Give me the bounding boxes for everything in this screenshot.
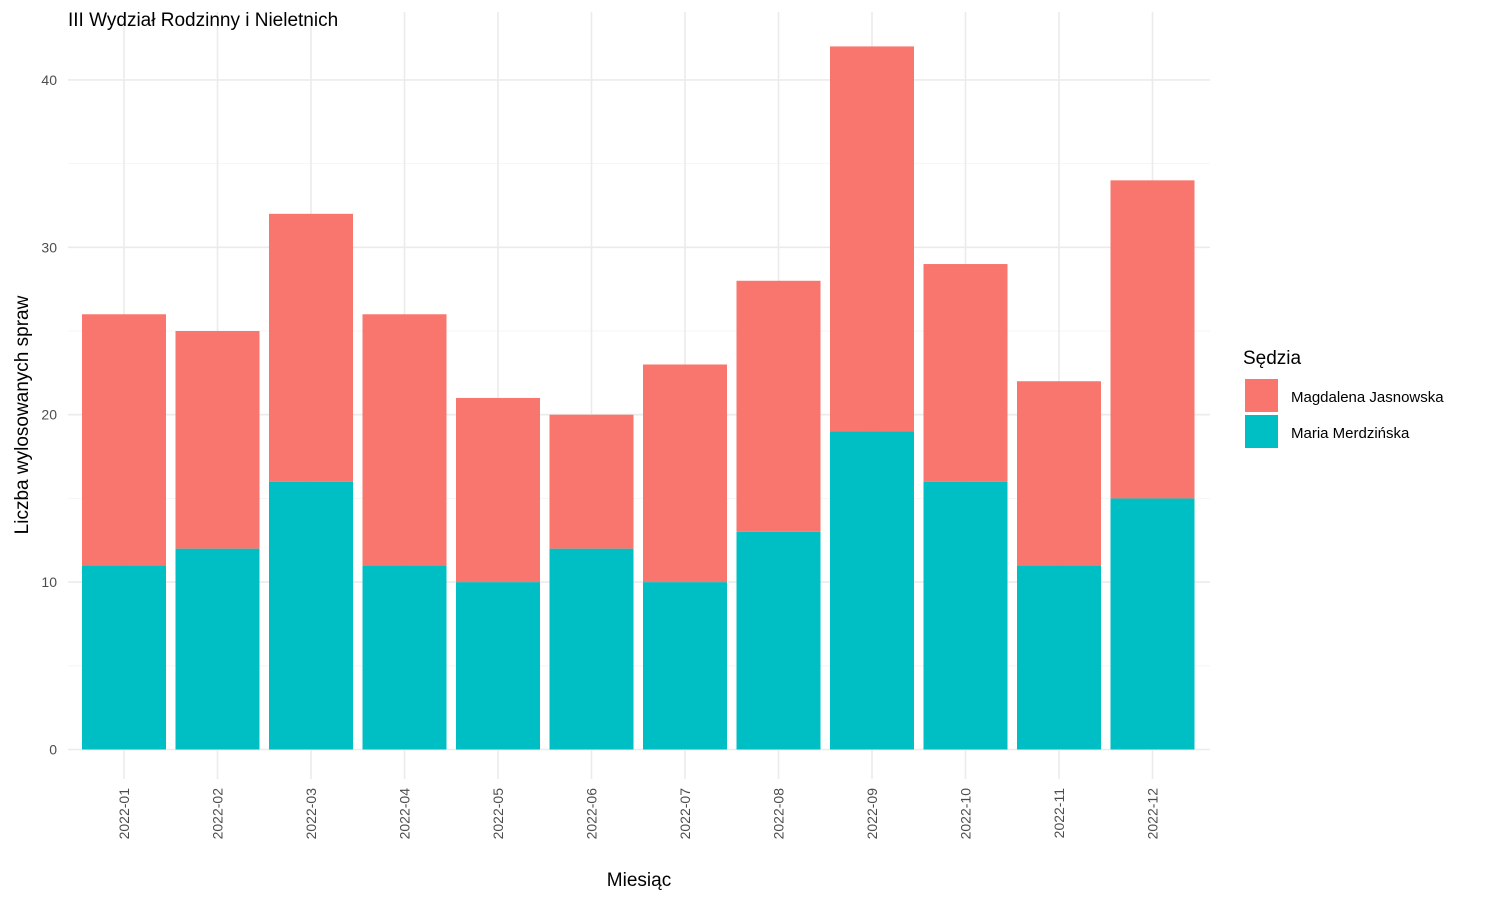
bar-segment (82, 565, 166, 750)
x-tick-label: 2022-11 (1051, 788, 1067, 839)
x-tick-label: 2022-05 (490, 788, 506, 840)
x-tick-label: 2022-04 (397, 788, 413, 840)
bar-segment (456, 582, 540, 750)
legend-swatch (1245, 379, 1278, 412)
y-tick-label: 40 (41, 72, 57, 88)
chart-title: III Wydział Rodzinny i Nieletnich (68, 10, 338, 31)
x-tick-label: 2022-03 (303, 788, 319, 840)
bar-segment (1110, 498, 1195, 750)
legend-swatch (1245, 415, 1278, 448)
bars (82, 46, 1195, 750)
x-tick-label: 2022-02 (210, 788, 226, 840)
bar-segment (362, 314, 447, 566)
bar-segment (643, 364, 727, 583)
x-tick-label: 2022-06 (584, 788, 600, 840)
bar-segment (736, 531, 821, 750)
bar-segment (549, 414, 634, 549)
legend-title: Sędzia (1243, 348, 1302, 369)
bar-segment (643, 582, 727, 750)
bar-segment (736, 280, 821, 532)
x-axis-tick-labels: 2022-01 2022-02 2022-03 2022-04 2022-05 2022-… (116, 788, 1161, 840)
bar-segment (923, 264, 1008, 482)
legend-items: Magdalena Jasnowska Maria Merdzińska (1245, 379, 1444, 448)
x-tick-label: 2022-09 (864, 788, 880, 840)
x-tick-label: 2022-10 (958, 788, 974, 840)
bar-segment (830, 46, 914, 432)
bar-segment (175, 331, 260, 549)
legend-label: Magdalena Jasnowska (1291, 389, 1444, 406)
legend: Sędzia Magdalena Jasnowska Maria Merdzińs… (1243, 348, 1444, 448)
y-tick-label: 30 (41, 239, 57, 255)
bar-segment (923, 481, 1008, 750)
bar-segment (549, 548, 634, 750)
bar-segment (362, 565, 447, 750)
bar-segment (269, 481, 353, 750)
legend-label: Maria Merdzińska (1291, 425, 1410, 442)
x-tick-label: 2022-07 (677, 788, 693, 840)
y-tick-label: 20 (41, 407, 57, 423)
y-axis-tick-labels: 0 10 20 30 40 (41, 72, 57, 758)
bar-segment (1017, 565, 1101, 750)
bar-segment (82, 314, 166, 566)
x-tick-label: 2022-01 (116, 788, 132, 840)
y-axis-title: Liczba wylosowanych spraw (12, 295, 33, 534)
bar-segment (175, 548, 260, 750)
y-tick-label: 10 (41, 574, 57, 590)
bar-segment (830, 431, 914, 750)
bar-segment (1110, 180, 1195, 499)
x-tick-label: 2022-08 (771, 788, 787, 840)
bar-segment (269, 213, 353, 482)
bar-segment (456, 397, 540, 583)
y-tick-label: 0 (49, 742, 57, 758)
x-axis-title: Miesiąc (607, 870, 671, 891)
bar-segment (1017, 381, 1101, 566)
x-tick-label: 2022-12 (1145, 788, 1161, 840)
